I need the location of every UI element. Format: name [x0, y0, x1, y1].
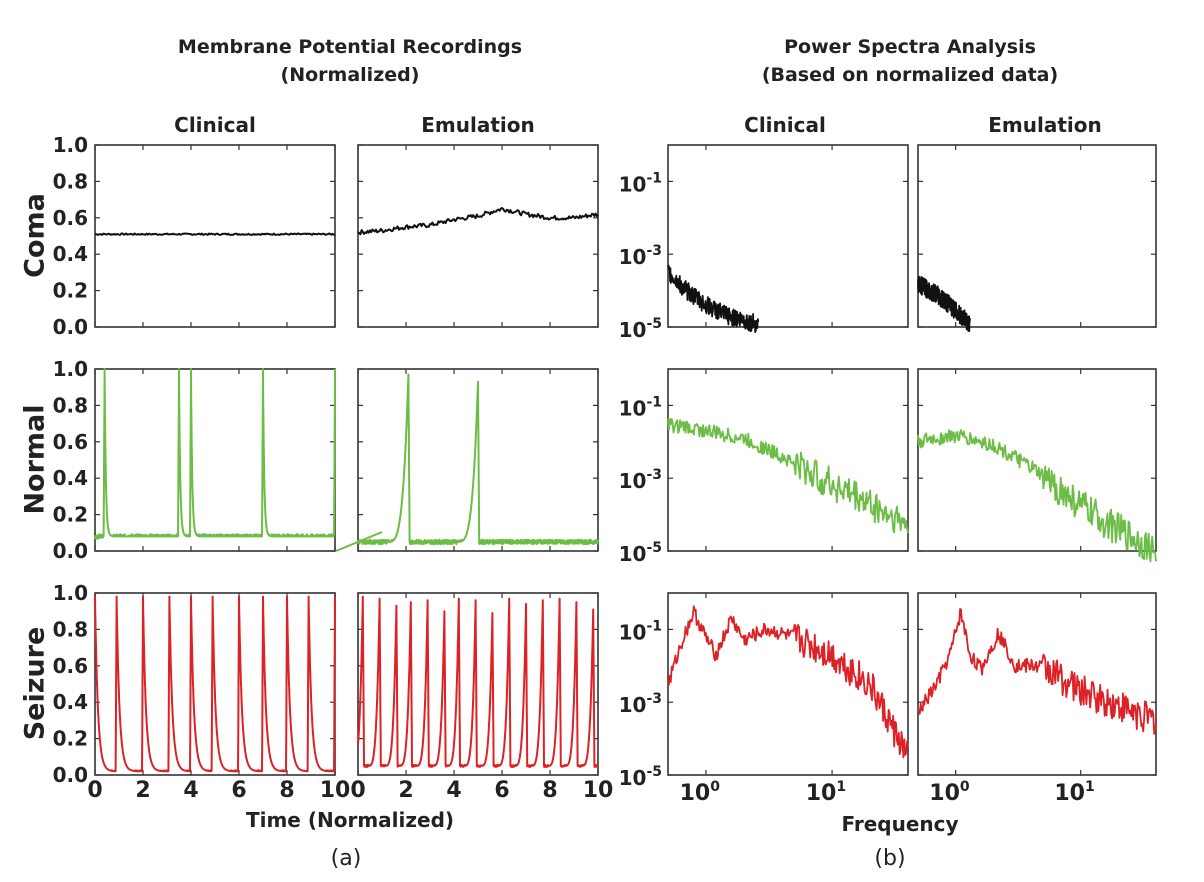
col-title-right-emulation: Emulation [988, 113, 1102, 137]
panel-a-normal-clinical-frame [94, 368, 336, 552]
x-axis-title-frequency: Frequency [841, 812, 959, 836]
panel-a-normal-clinical-line [94, 368, 336, 540]
x-tick-label-emulation-3: 6 [494, 778, 509, 803]
y-tick-label-normal-4: 0.8 [53, 393, 88, 417]
panel-b-normal-clinical-line [667, 418, 909, 534]
col-title-left-clinical: Clinical [174, 113, 256, 137]
y-tick-label-seizure-3: 0.6 [53, 654, 88, 678]
y-tick-label-spectra-normal-0: 10-1 [619, 394, 662, 420]
panel-b-normal-emulation-line [917, 429, 1157, 563]
x-tick-label-freq-clinical-1: 101 [806, 779, 846, 806]
x-tick-label-clinical-3: 6 [231, 778, 246, 803]
y-tick-label-normal-2: 0.4 [53, 466, 88, 490]
y-tick-label-spectra-normal-2: 10-5 [619, 540, 662, 566]
panel-a-normal-emulation-line [357, 373, 599, 546]
x-tick-label-clinical-1: 2 [135, 778, 150, 803]
col-title-left-emulation: Emulation [421, 113, 535, 137]
right-header-line2: (Based on normalized data) [761, 64, 1059, 86]
y-tick-label-coma-2: 0.4 [53, 242, 88, 266]
panel-b-coma-clinical-line [667, 264, 760, 333]
y-tick-label-spectra-seizure-2: 10-5 [619, 764, 662, 790]
panel-b-normal-emulation-frame [917, 368, 1157, 552]
x-tick-label-clinical-2: 4 [183, 778, 198, 803]
panel-a-seizure-emulation-line [357, 595, 599, 768]
y-tick-label-seizure-2: 0.4 [53, 690, 88, 714]
left-header-line2: (Normalized) [280, 64, 420, 86]
right-header-line1: Power Spectra Analysis [784, 36, 1036, 58]
x-tick-label-emulation-0: 0 [350, 778, 365, 803]
y-tick-label-seizure-4: 0.8 [53, 617, 88, 641]
panel-a-seizure-clinical-line [94, 595, 336, 773]
x-tick-label-emulation-1: 2 [398, 778, 413, 803]
panel-a-coma-clinical-line [94, 232, 336, 236]
panel-a-normal-emulation-frame [357, 368, 599, 552]
y-tick-label-spectra-seizure-1: 10-3 [619, 691, 662, 717]
y-tick-label-coma-5: 1.0 [53, 133, 88, 157]
x-tick-label-emulation-2: 4 [446, 778, 461, 803]
normal-connector-line [335, 531, 383, 552]
y-tick-label-coma-4: 0.8 [53, 169, 88, 193]
x-axis-title-time: Time (Normalized) [245, 808, 455, 832]
col-title-right-clinical: Clinical [744, 113, 826, 137]
y-tick-label-seizure-0: 0.0 [53, 763, 88, 787]
panel-a-coma-emulation-frame [357, 144, 599, 328]
panel-label-b: (b) [874, 846, 906, 871]
panel-b-seizure-emulation-line [917, 608, 1157, 735]
x-tick-label-clinical-5: 10 [320, 778, 351, 803]
y-tick-label-spectra-coma-2: 10-5 [619, 316, 662, 342]
x-tick-label-clinical-4: 8 [279, 778, 294, 803]
left-header-line1: Membrane Potential Recordings [177, 36, 523, 58]
x-tick-label-emulation-4: 8 [542, 778, 557, 803]
panel-a-coma-emulation-line [357, 207, 599, 236]
y-tick-label-normal-0: 0.0 [53, 539, 88, 563]
y-tick-label-spectra-normal-1: 10-3 [619, 467, 662, 493]
y-tick-label-spectra-coma-0: 10-1 [619, 170, 662, 196]
panel-b-normal-clinical-frame [667, 368, 909, 552]
y-tick-label-normal-3: 0.6 [53, 430, 88, 454]
x-tick-label-emulation-5: 10 [583, 778, 614, 803]
right-header: Power Spectra Analysis (Based on normali… [680, 33, 1140, 89]
panel-a-coma-clinical-frame [94, 144, 336, 328]
y-tick-label-seizure-5: 1.0 [53, 581, 88, 605]
panel-b-coma-emulation-frame [917, 144, 1157, 328]
y-tick-label-normal-1: 0.2 [53, 503, 88, 527]
panel-b-coma-emulation-line [917, 275, 971, 332]
y-tick-label-spectra-seizure-0: 10-1 [619, 618, 662, 644]
y-tick-label-normal-5: 1.0 [53, 357, 88, 381]
x-tick-label-freq-emulation-1: 101 [1054, 779, 1094, 806]
y-tick-label-coma-3: 0.6 [53, 206, 88, 230]
panel-b-seizure-emulation-frame [917, 592, 1157, 776]
y-tick-label-coma-0: 0.0 [53, 315, 88, 339]
panel-b-coma-clinical-frame [667, 144, 909, 328]
y-tick-label-spectra-coma-1: 10-3 [619, 243, 662, 269]
y-tick-label-coma-1: 0.2 [53, 279, 88, 303]
x-tick-label-freq-emulation-0: 100 [929, 779, 970, 806]
panel-b-seizure-clinical-line [667, 605, 909, 759]
x-tick-label-freq-clinical-0: 100 [680, 779, 721, 806]
panel-label-a: (a) [330, 846, 362, 871]
y-tick-label-seizure-1: 0.2 [53, 727, 88, 751]
panel-a-seizure-emulation-frame [357, 592, 599, 776]
x-tick-label-clinical-0: 0 [87, 778, 102, 803]
left-header: Membrane Potential Recordings (Normalize… [120, 33, 580, 89]
